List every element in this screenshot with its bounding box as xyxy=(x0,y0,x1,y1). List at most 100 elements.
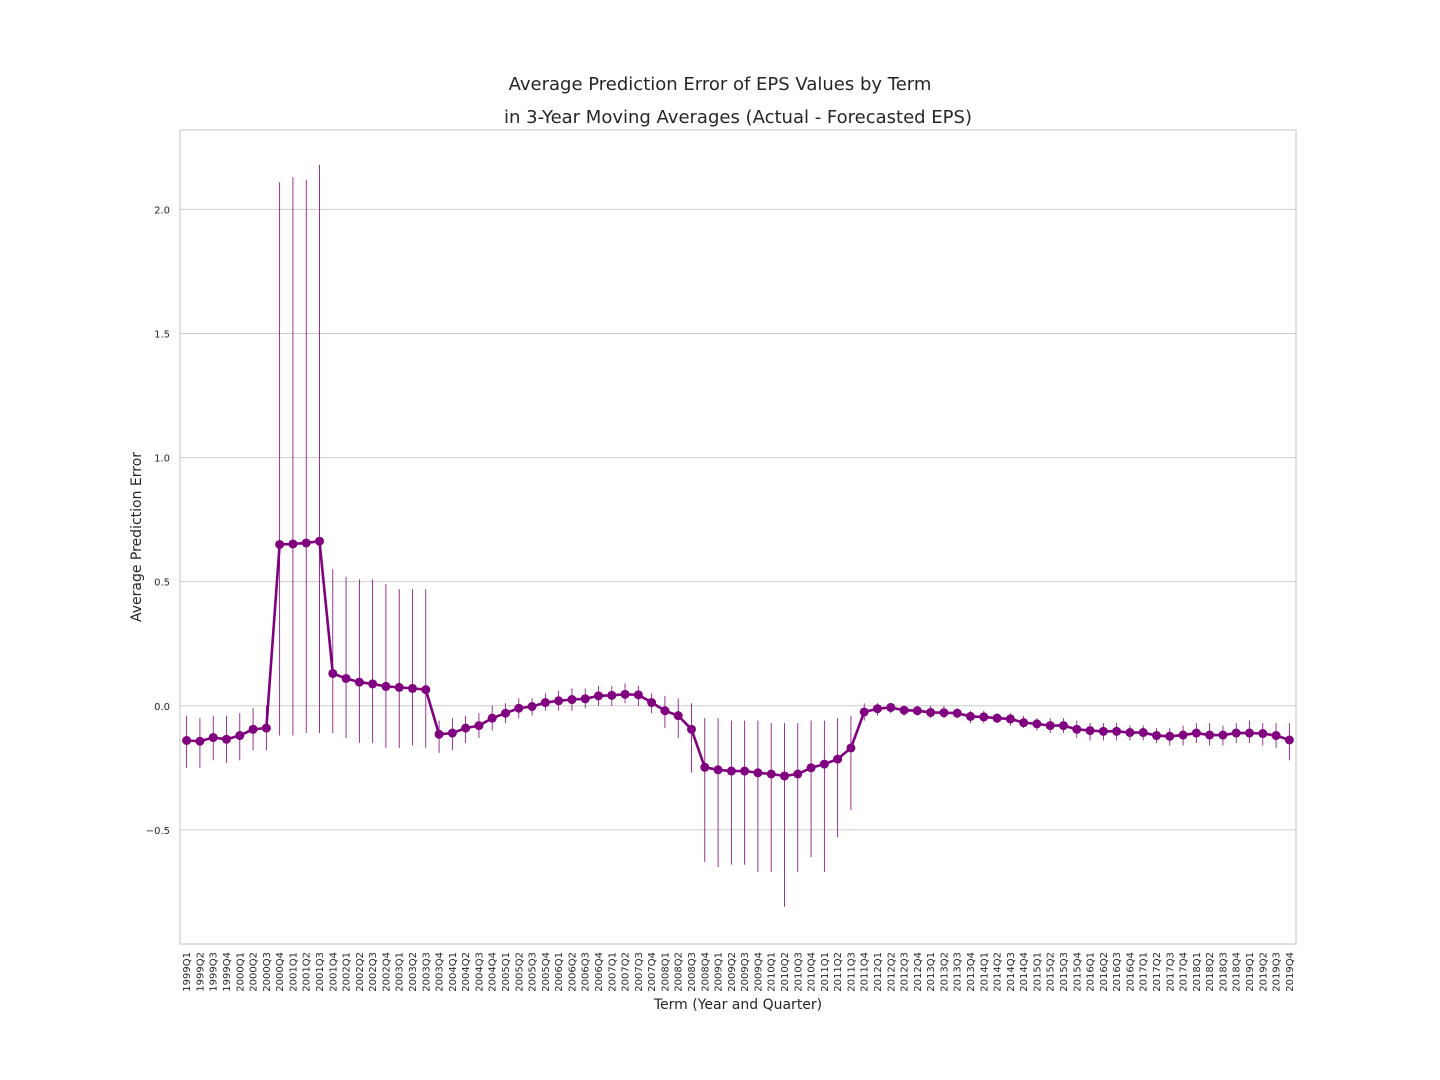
point xyxy=(182,736,192,745)
point xyxy=(886,702,896,712)
point xyxy=(952,708,962,718)
point xyxy=(235,731,245,741)
point xyxy=(1152,731,1161,741)
x-tick-label: 2013Q3 xyxy=(953,952,964,992)
x-tick-label: 1999Q1 xyxy=(182,952,193,992)
point xyxy=(1125,728,1135,738)
x-tick-label: 2002Q1 xyxy=(342,952,353,992)
x-tick-label: 1999Q3 xyxy=(209,952,220,992)
point xyxy=(408,683,417,693)
point xyxy=(461,723,471,733)
x-tick-label: 2012Q3 xyxy=(900,952,911,992)
x-tick-label: 2017Q1 xyxy=(1139,952,1150,992)
point xyxy=(607,690,617,700)
point xyxy=(354,677,364,687)
point xyxy=(208,733,218,743)
point xyxy=(1205,730,1215,740)
x-tick-label: 2008Q3 xyxy=(687,952,698,992)
x-tick-label: 2007Q1 xyxy=(607,952,618,992)
x-tick-label: 2003Q1 xyxy=(395,952,406,992)
point xyxy=(394,682,404,692)
point xyxy=(819,759,829,769)
x-tick-label: 2008Q2 xyxy=(674,952,685,992)
point xyxy=(846,743,856,753)
point xyxy=(620,689,630,699)
point xyxy=(248,724,258,734)
x-tick-label: 2009Q4 xyxy=(753,952,764,992)
x-tick-label: 2004Q2 xyxy=(461,952,472,992)
x-tick-label: 2016Q3 xyxy=(1112,952,1123,992)
plot-frame xyxy=(179,129,1297,945)
x-tick-label: 2015Q3 xyxy=(1059,952,1070,992)
point xyxy=(726,766,736,776)
x-tick-label: 2004Q4 xyxy=(488,952,499,992)
x-tick-label: 2009Q2 xyxy=(727,952,738,992)
x-tick-label: 2017Q3 xyxy=(1165,952,1176,992)
point xyxy=(1098,726,1108,736)
x-tick-label: 2011Q1 xyxy=(820,952,831,992)
x-tick-label: 2001Q1 xyxy=(288,952,299,992)
x-tick-label: 2009Q1 xyxy=(714,952,725,992)
x-tick-label: 2018Q2 xyxy=(1205,952,1216,992)
point xyxy=(992,713,1002,723)
x-tick-label: 2005Q2 xyxy=(514,952,525,992)
point xyxy=(368,679,378,689)
x-tick-label: 2014Q2 xyxy=(993,952,1004,992)
point xyxy=(261,723,271,733)
x-tick-label: 2005Q4 xyxy=(541,952,552,992)
x-tick-label: 2013Q1 xyxy=(926,952,937,992)
point xyxy=(527,702,537,712)
point xyxy=(474,721,484,731)
x-tick-label: 2002Q3 xyxy=(368,952,379,992)
x-tick-label: 2017Q4 xyxy=(1179,952,1190,992)
point xyxy=(328,668,338,678)
x-tick-label: 2012Q2 xyxy=(886,952,897,992)
point xyxy=(1045,721,1055,731)
point xyxy=(912,706,922,716)
x-tick-label: 2001Q2 xyxy=(302,952,313,992)
y-tick-label: 0.0 xyxy=(154,702,170,713)
point xyxy=(275,539,285,549)
x-tick-label: 2010Q3 xyxy=(793,952,804,992)
x-tick-label: 2004Q3 xyxy=(474,952,485,992)
point xyxy=(301,538,311,548)
x-tick-label: 2016Q4 xyxy=(1125,952,1136,992)
point xyxy=(1072,724,1082,734)
x-axis-label: Term (Year and Quarter) xyxy=(653,997,822,1013)
point xyxy=(1284,735,1294,745)
x-tick-label: 2007Q3 xyxy=(634,952,645,992)
x-tick-label: 2013Q4 xyxy=(966,952,977,992)
point xyxy=(1138,728,1148,738)
point xyxy=(1112,726,1122,736)
point xyxy=(859,707,869,717)
point xyxy=(554,696,564,706)
y-tick-label: 1.0 xyxy=(154,454,170,465)
x-tick-label: 2011Q3 xyxy=(846,952,857,992)
x-tick-label: 2006Q2 xyxy=(567,952,578,992)
point xyxy=(487,713,497,723)
chart-title: Average Prediction Error of EPS Values b… xyxy=(509,74,932,95)
point xyxy=(540,698,550,708)
point xyxy=(713,765,723,775)
point xyxy=(1178,730,1188,740)
point xyxy=(1258,729,1268,739)
point xyxy=(1165,731,1175,741)
y-axis-label: Average Prediction Error xyxy=(129,452,145,622)
point xyxy=(447,728,457,738)
point xyxy=(873,704,882,714)
x-tick-label: 2014Q1 xyxy=(979,952,990,992)
point xyxy=(341,673,351,683)
x-tick-label: 2018Q4 xyxy=(1232,952,1243,992)
point xyxy=(580,694,590,704)
x-tick-label: 2015Q2 xyxy=(1046,952,1057,992)
point xyxy=(766,769,776,779)
x-tick-label: 2012Q1 xyxy=(873,952,884,992)
x-tick-label: 2018Q1 xyxy=(1192,952,1203,992)
x-tick-label: 2007Q2 xyxy=(621,952,632,992)
point xyxy=(673,711,683,721)
x-tick-label: 2008Q1 xyxy=(660,952,671,992)
point xyxy=(594,691,603,701)
x-tick-label: 2018Q3 xyxy=(1218,952,1229,992)
